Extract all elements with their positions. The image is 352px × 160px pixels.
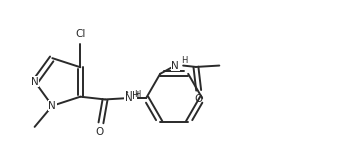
Text: N: N [125, 91, 132, 101]
Text: H: H [134, 90, 140, 99]
Text: O: O [195, 94, 203, 104]
Text: O: O [96, 127, 104, 137]
Text: N: N [171, 61, 179, 71]
Text: N: N [31, 77, 39, 87]
Text: N: N [49, 101, 56, 111]
Text: H: H [132, 91, 140, 101]
Text: N: N [125, 93, 132, 103]
Text: Cl: Cl [75, 29, 86, 39]
Text: H: H [181, 56, 187, 65]
